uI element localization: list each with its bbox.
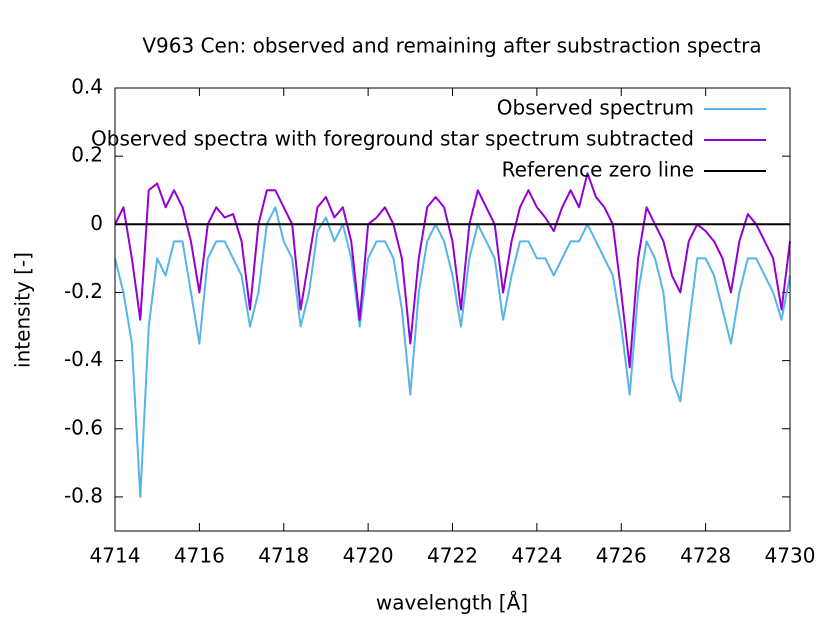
y-tick-label: -0.8 bbox=[64, 483, 103, 507]
legend-label: Reference zero line bbox=[502, 158, 694, 182]
chart-title: V963 Cen: observed and remaining after s… bbox=[142, 34, 761, 58]
x-axis-label: wavelength [Å] bbox=[376, 591, 528, 615]
x-tick-label: 4718 bbox=[258, 544, 309, 568]
x-tick-label: 4730 bbox=[765, 544, 816, 568]
y-tick-label: -0.6 bbox=[64, 415, 103, 439]
y-tick-label: 0.2 bbox=[71, 143, 103, 167]
x-tick-label: 4722 bbox=[427, 544, 478, 568]
y-axis-label: intensity [-] bbox=[11, 252, 35, 368]
x-tick-label: 4720 bbox=[343, 544, 394, 568]
x-tick-label: 4728 bbox=[680, 544, 731, 568]
y-tick-label: -0.4 bbox=[64, 347, 103, 371]
series-line bbox=[114, 172, 791, 369]
legend-label: Observed spectra with foreground star sp… bbox=[91, 127, 694, 151]
series-line bbox=[114, 206, 791, 498]
legend-label: Observed spectrum bbox=[497, 96, 694, 120]
x-tick-label: 4714 bbox=[90, 544, 141, 568]
y-tick-label: 0.4 bbox=[71, 75, 103, 99]
x-tick-label: 4716 bbox=[174, 544, 225, 568]
y-tick-label: 0 bbox=[90, 211, 103, 235]
y-tick-label: -0.2 bbox=[64, 279, 103, 303]
x-tick-label: 4726 bbox=[596, 544, 647, 568]
x-tick-label: 4724 bbox=[511, 544, 562, 568]
plot-frame bbox=[114, 87, 791, 532]
